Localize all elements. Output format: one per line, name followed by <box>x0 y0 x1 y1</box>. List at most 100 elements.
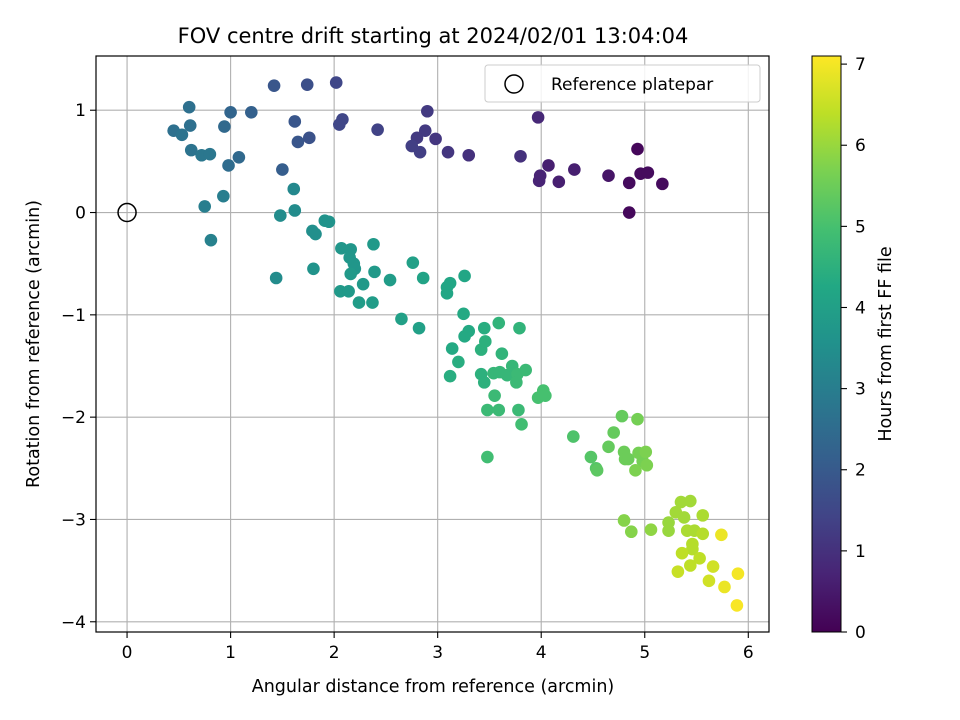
scatter-point <box>273 209 287 222</box>
scatter-point <box>706 560 720 573</box>
scatter-point <box>413 145 427 159</box>
scatter-point <box>602 169 615 183</box>
scatter-point <box>182 100 196 114</box>
scatter-point <box>631 412 644 426</box>
colorbar: 0 1 2 3 4 5 6 7 Hours from first FF file <box>811 55 896 643</box>
scatter-point <box>641 166 655 179</box>
scatter-point <box>567 430 580 443</box>
scatter-point <box>718 580 731 594</box>
scatter-point <box>731 567 745 580</box>
colorbar-tick-label: 3 <box>855 380 866 400</box>
scatter-point <box>429 132 442 146</box>
y-tick-label: 1 <box>75 101 86 121</box>
scatter-point <box>342 285 355 298</box>
scatter-point <box>458 269 471 283</box>
colorbar-tick-label: 5 <box>855 217 866 237</box>
scatter-point <box>269 271 283 285</box>
legend-reference-marker <box>504 74 524 94</box>
scatter-point <box>629 464 642 477</box>
colorbar-ticks: 0 1 2 3 4 5 6 7 <box>841 55 866 643</box>
y-ticks: 1 0 −1 −2 −3 −4 <box>61 101 96 633</box>
y-axis-label: Rotation from reference (arcmin) <box>24 200 44 488</box>
scatter-point <box>542 159 555 172</box>
scatter-point <box>488 389 501 402</box>
scatter-point <box>371 123 384 136</box>
scatter-point <box>696 509 710 522</box>
scatter-point <box>224 105 237 119</box>
scatter-point <box>510 376 523 389</box>
scatter-point <box>615 409 629 423</box>
chart-title: FOV centre drift starting at 2024/02/01 … <box>178 24 689 48</box>
y-tick-label: 0 <box>75 204 86 224</box>
scatter-point <box>335 242 348 255</box>
scatter-point <box>329 76 343 89</box>
scatter-point <box>288 204 302 217</box>
x-tick-label: 4 <box>536 643 547 663</box>
scatter-point <box>217 189 230 203</box>
scatter-point <box>276 163 289 176</box>
scatter-point <box>184 143 198 157</box>
scatter-point <box>352 296 366 309</box>
scatter-point <box>519 363 532 377</box>
scatter-point <box>441 145 455 159</box>
grid <box>96 56 769 632</box>
scatter-point <box>656 177 669 191</box>
y-tick-label: −2 <box>61 408 86 428</box>
scatter-point <box>368 265 381 279</box>
scatter-point <box>477 376 491 389</box>
scatter-point <box>531 111 545 124</box>
scatter-point <box>222 159 235 172</box>
colorbar-gradient <box>811 55 842 633</box>
scatter-point <box>671 565 685 578</box>
scatter-point <box>730 599 744 612</box>
scatter-point <box>462 324 476 338</box>
colorbar-tick-label: 7 <box>855 55 866 75</box>
scatter-point <box>568 163 581 176</box>
scatter-point <box>218 120 231 133</box>
scatter-point <box>406 256 420 269</box>
x-tick-label: 3 <box>432 643 443 663</box>
scatter-point <box>462 148 476 162</box>
scatter-point <box>492 316 506 330</box>
scatter-point <box>514 149 527 163</box>
colorbar-tick-label: 4 <box>855 298 866 318</box>
plot-area: 0 1 2 3 4 5 6 1 0 −1 −2 −3 −4 <box>61 55 770 663</box>
scatter-point <box>512 403 525 417</box>
scatter-point <box>621 452 635 466</box>
legend-box <box>484 64 761 103</box>
scatter-point <box>584 450 598 464</box>
scatter-point <box>267 79 281 92</box>
scatter-point <box>356 277 370 291</box>
scatter-point <box>684 494 697 508</box>
scatter-point <box>696 527 710 541</box>
scatter-point <box>513 321 526 335</box>
scatter-point <box>662 516 675 529</box>
scatter-point <box>481 403 494 417</box>
scatter-point <box>492 403 506 417</box>
scatter-point <box>515 418 528 431</box>
scatter-point <box>624 525 638 539</box>
x-tick-label: 5 <box>639 643 650 663</box>
scatter-point <box>443 369 457 383</box>
scatter-point <box>532 174 546 188</box>
scatter-point <box>477 321 491 335</box>
scatter-point <box>684 559 697 572</box>
x-tick-label: 1 <box>225 643 236 663</box>
scatter-point <box>457 307 470 321</box>
scatter-point <box>183 119 197 132</box>
x-tick-label: 0 <box>122 643 133 663</box>
scatter-point <box>198 200 212 213</box>
scatter-point <box>245 105 258 119</box>
reference-platepar-marker <box>117 202 137 223</box>
scatter-points <box>167 76 745 612</box>
scatter-point <box>622 176 636 190</box>
scatter-point <box>307 262 320 276</box>
scatter-point <box>631 142 644 156</box>
scatter-point <box>395 312 408 326</box>
scatter-point <box>644 523 658 536</box>
scatter-point <box>539 389 552 402</box>
scatter-point <box>204 233 218 247</box>
plot-frame <box>95 55 770 633</box>
scatter-point <box>443 276 457 290</box>
legend: Reference platepar <box>484 64 761 103</box>
